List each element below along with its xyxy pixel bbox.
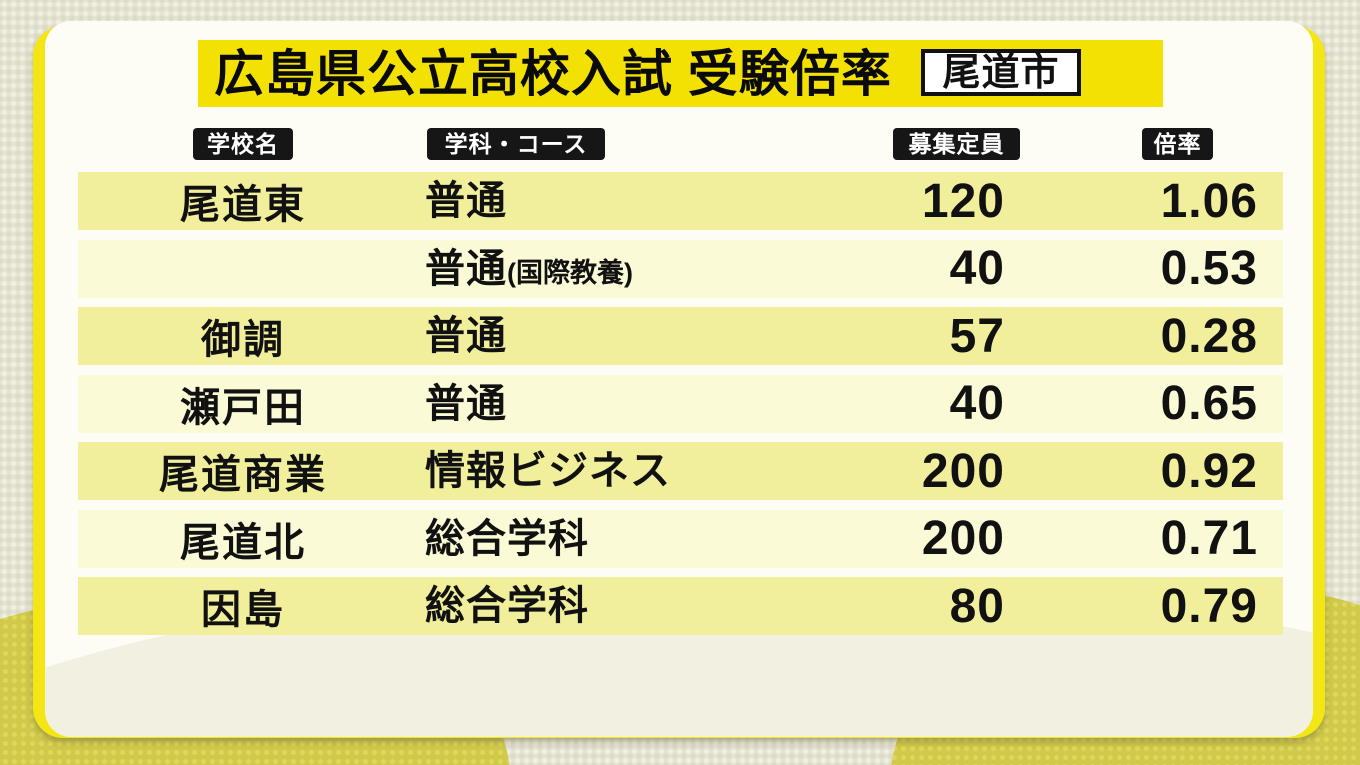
course-name: 普通 [425,375,507,433]
capacity-value: 40 [949,377,1005,430]
table-card: 広島県公立高校入試 受験倍率 尾道市 学校名 学科・コース 募集定員 倍率 尾道… [45,21,1313,737]
table-row: 御調 普通 57 0.28 [78,307,1283,365]
school-name: 尾道商業 [159,453,327,497]
course-name: 普通 [425,307,507,365]
table-row: 普通 (国際教養) 40 0.53 [78,239,1283,298]
capacity-value: 80 [949,579,1005,633]
page-title: 広島県公立高校入試 受験倍率 [214,45,892,102]
course-name: 総合学科 [425,577,589,635]
school-name: 尾道北 [180,520,306,565]
table-row: 因島 総合学科 80 0.79 [78,577,1283,635]
capacity-value: 200 [921,444,1005,498]
column-header-course: 学科・コース [427,128,605,160]
capacity-value: 200 [921,512,1005,565]
capacity-value: 40 [949,242,1005,295]
capacity-value: 57 [949,309,1005,363]
course-main-label: 情報ビジネス [425,449,671,493]
table-row: 瀬戸田 普通 40 0.65 [78,374,1283,433]
course-main-label: 普通 [425,314,507,358]
ratio-value: 0.65 [1160,377,1258,430]
ratio-value: 0.28 [1160,309,1258,363]
table-row: 尾道東 普通 120 1.06 [78,172,1283,230]
title-bar: 広島県公立高校入試 受験倍率 尾道市 [198,40,1163,107]
school-name: 御調 [201,318,285,362]
course-name: 普通 [425,172,507,230]
course-main-label: 総合学科 [425,516,589,561]
course-main-label: 総合学科 [425,584,589,628]
table-row: 尾道北 総合学科 200 0.71 [78,509,1283,568]
ratio-value: 0.79 [1160,579,1258,633]
table-rows: 尾道東 普通 120 1.06 普通 (国際教養) 40 0.53 御調 普通 57 0.28 瀬戸田普… [78,172,1283,635]
school-name: 尾道東 [180,183,306,227]
ratio-value: 1.06 [1160,174,1258,228]
ratio-value: 0.53 [1160,242,1258,295]
region-badge: 尾道市 [921,49,1081,96]
course-name: 普通 (国際教養) [425,240,633,298]
column-header-school: 学校名 [193,128,293,160]
course-name: 総合学科 [425,510,589,568]
course-note-label: (国際教養) [507,257,633,288]
course-main-label: 普通 [425,179,507,223]
ratio-value: 0.71 [1160,512,1258,565]
ratio-value: 0.92 [1160,444,1258,498]
course-name: 情報ビジネス [425,442,671,500]
school-name [78,240,408,298]
course-main-label: 普通 [425,246,507,291]
capacity-value: 120 [921,174,1005,228]
school-name: 瀬戸田 [180,385,306,430]
table-row: 尾道商業 情報ビジネス 200 0.92 [78,442,1283,500]
school-name: 因島 [201,588,285,632]
course-main-label: 普通 [425,381,507,426]
column-header-capacity: 募集定員 [893,128,1020,160]
column-header-ratio: 倍率 [1142,128,1213,160]
